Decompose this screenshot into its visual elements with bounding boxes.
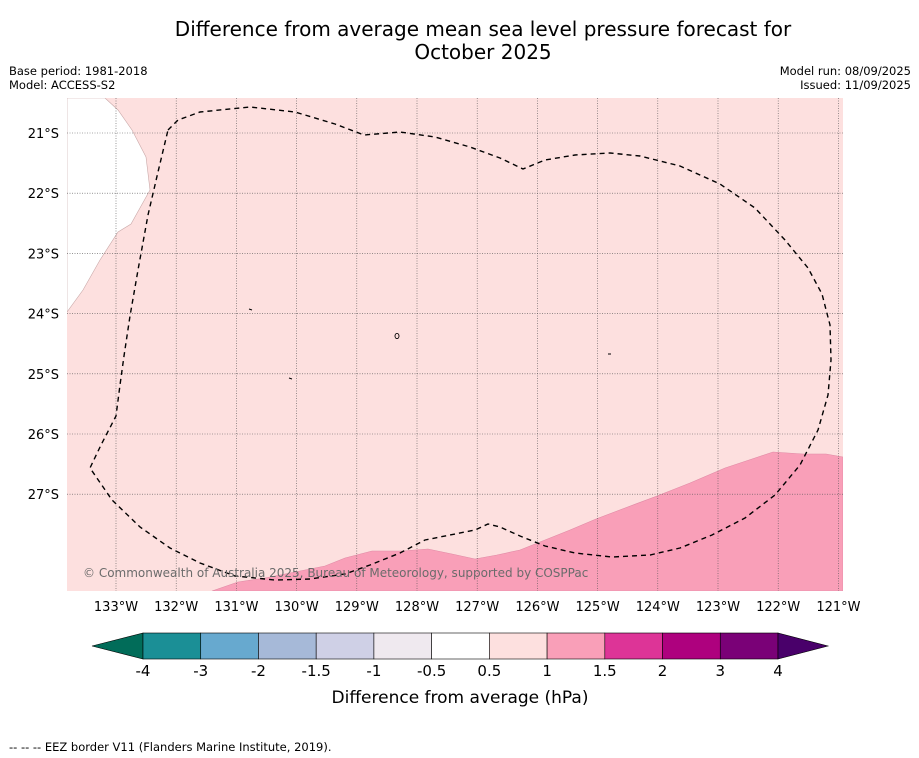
longitude-labels: 133°W 132°W 131°W 130°W 129°W 128°W 127°W 126°W…	[94, 600, 861, 615]
latitude-label: 27°S	[28, 488, 59, 503]
longitude-label: 125°W	[576, 600, 620, 615]
colorbar-segment	[489, 632, 548, 660]
graticule	[67, 98, 843, 591]
colorbar-segment	[373, 632, 432, 660]
colorbar-title: Difference from average (hPa)	[332, 688, 589, 708]
colorbar-segment	[200, 632, 259, 660]
copyright-notice: © Commonwealth of Australia 2025, Bureau…	[83, 566, 588, 580]
longitude-label: 124°W	[636, 600, 680, 615]
colorbar-segment	[604, 632, 663, 660]
longitude-label: 122°W	[756, 600, 800, 615]
colorbar-segment	[546, 632, 606, 660]
colorbar-segment	[719, 632, 779, 660]
colorbar-segment	[315, 632, 375, 660]
longitude-label: 128°W	[395, 600, 439, 615]
longitude-label: 123°W	[696, 600, 740, 615]
colorbar-under-arrow	[91, 632, 144, 660]
latitude-label: 24°S	[28, 308, 59, 323]
colorbar-tick-label: -0.5	[417, 662, 446, 680]
colorbar-tick-label: -4	[136, 662, 151, 680]
longitude-label: 132°W	[154, 600, 198, 615]
latitude-label: 26°S	[28, 428, 59, 443]
colorbar-tick-labels: -4 -3 -2 -1.5 -1 -0.5 0.5 1 1.5 2 3 4	[136, 662, 783, 680]
longitude-label: 133°W	[94, 600, 138, 615]
colorbar-segment	[662, 632, 721, 660]
latitude-label: 22°S	[28, 187, 59, 202]
colorbar-segment	[142, 632, 202, 660]
latitude-label: 23°S	[28, 247, 59, 262]
issued-date: Issued: 11/09/2025	[800, 78, 911, 92]
island-3	[394, 332, 400, 340]
meta-right: Model run: 08/09/2025 Issued: 11/09/2025	[780, 64, 911, 92]
model-name: Model: ACCESS-S2	[9, 78, 116, 92]
colorbar-tick-label: 1.5	[593, 662, 617, 680]
longitude-label: 121°W	[816, 600, 860, 615]
island-1	[248, 308, 253, 311]
colorbar-tick-label: 1	[542, 662, 552, 680]
colorbar-segment	[258, 632, 317, 660]
colorbar: -4 -3 -2 -1.5 -1 -0.5 0.5 1 1.5 2 3 4 Difference fr…	[91, 632, 830, 708]
colorbar-tick-label: -1.5	[302, 662, 331, 680]
title-line-2: October 2025	[414, 40, 552, 64]
colorbar-tick-label: 4	[773, 662, 783, 680]
footnote: -- -- -- EEZ border V11 (Flanders Marine…	[9, 740, 332, 754]
longitude-label: 127°W	[455, 600, 499, 615]
colorbar-tick-label: -2	[251, 662, 266, 680]
map-panel: © Commonwealth of Australia 2025, Bureau…	[67, 98, 843, 591]
latitude-labels: 21°S 22°S 23°S 24°S 25°S 26°S 27°S	[28, 127, 59, 503]
longitude-label: 129°W	[335, 600, 379, 615]
model-run: Model run: 08/09/2025	[779, 64, 911, 78]
island-2	[288, 377, 293, 380]
colorbar-tick-label: 3	[715, 662, 725, 680]
longitude-label: 131°W	[214, 600, 258, 615]
longitude-label: 130°W	[275, 600, 319, 615]
colorbar-segments	[142, 632, 779, 660]
base-period: Base period: 1981-2018	[9, 64, 148, 78]
colorbar-tick-label: 0.5	[477, 662, 501, 680]
colorbar-tick-label: 2	[658, 662, 668, 680]
meta-left: Base period: 1981-2018 Model: ACCESS-S2	[9, 64, 148, 92]
colorbar-tick-label: -3	[193, 662, 208, 680]
colorbar-segment	[431, 632, 490, 660]
colorbar-tick-label: -1	[366, 662, 381, 680]
map-title: Difference from average mean sea level p…	[60, 18, 906, 64]
eez-border-line	[89, 106, 832, 581]
longitude-label: 126°W	[515, 600, 559, 615]
latitude-label: 21°S	[28, 127, 59, 142]
title-line-1: Difference from average mean sea level p…	[174, 17, 792, 41]
colorbar-over-arrow	[777, 632, 830, 660]
high-anomaly-region	[211, 451, 843, 591]
latitude-label: 25°S	[28, 368, 59, 383]
